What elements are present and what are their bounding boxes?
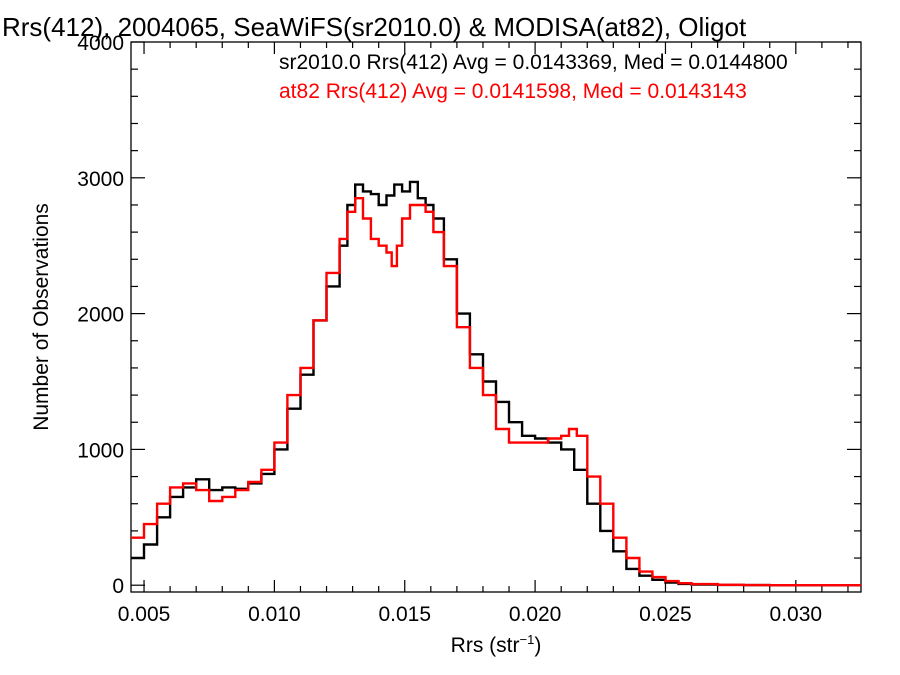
y-tick-label: 0 (112, 575, 124, 598)
series-at82-line (131, 197, 861, 587)
y-tick-label: 3000 (77, 168, 124, 191)
series-lines (131, 180, 861, 587)
y-tick-label: 2000 (77, 304, 124, 327)
chart-title: Rrs(412), 2004065, SeaWiFS(sr2010.0) & M… (2, 12, 747, 42)
x-axis-label-close: ) (534, 634, 541, 657)
plot-frame (130, 41, 862, 593)
x-axis-label-main: Rrs (str (451, 634, 520, 657)
x-axis-ticks: 0.005 0.010 0.015 0.020 0.025 0.030 (118, 42, 849, 626)
x-tick-label: 0.020 (509, 603, 562, 626)
series-sr2010-line (131, 180, 861, 587)
legend-entry-at82: at82 Rrs(412) Avg = 0.0141598, Med = 0.0… (279, 80, 747, 103)
y-axis-label: Number of Observations (30, 203, 53, 431)
x-tick-label: 0.005 (118, 603, 171, 626)
x-tick-label: 0.010 (248, 603, 301, 626)
x-axis-label-exponent: −1 (520, 632, 535, 647)
y-tick-label: 4000 (77, 32, 124, 55)
legend-entry-sr2010: sr2010.0 Rrs(412) Avg = 0.0143369, Med =… (279, 51, 788, 74)
x-tick-label: 0.025 (639, 603, 692, 626)
y-axis-ticks: 0 1000 2000 3000 4000 (77, 32, 861, 598)
x-tick-label: 0.015 (378, 603, 431, 626)
x-tick-label: 0.030 (770, 603, 823, 626)
y-tick-label: 1000 (77, 439, 124, 462)
x-axis-label: Rrs (str−1) (451, 632, 542, 657)
